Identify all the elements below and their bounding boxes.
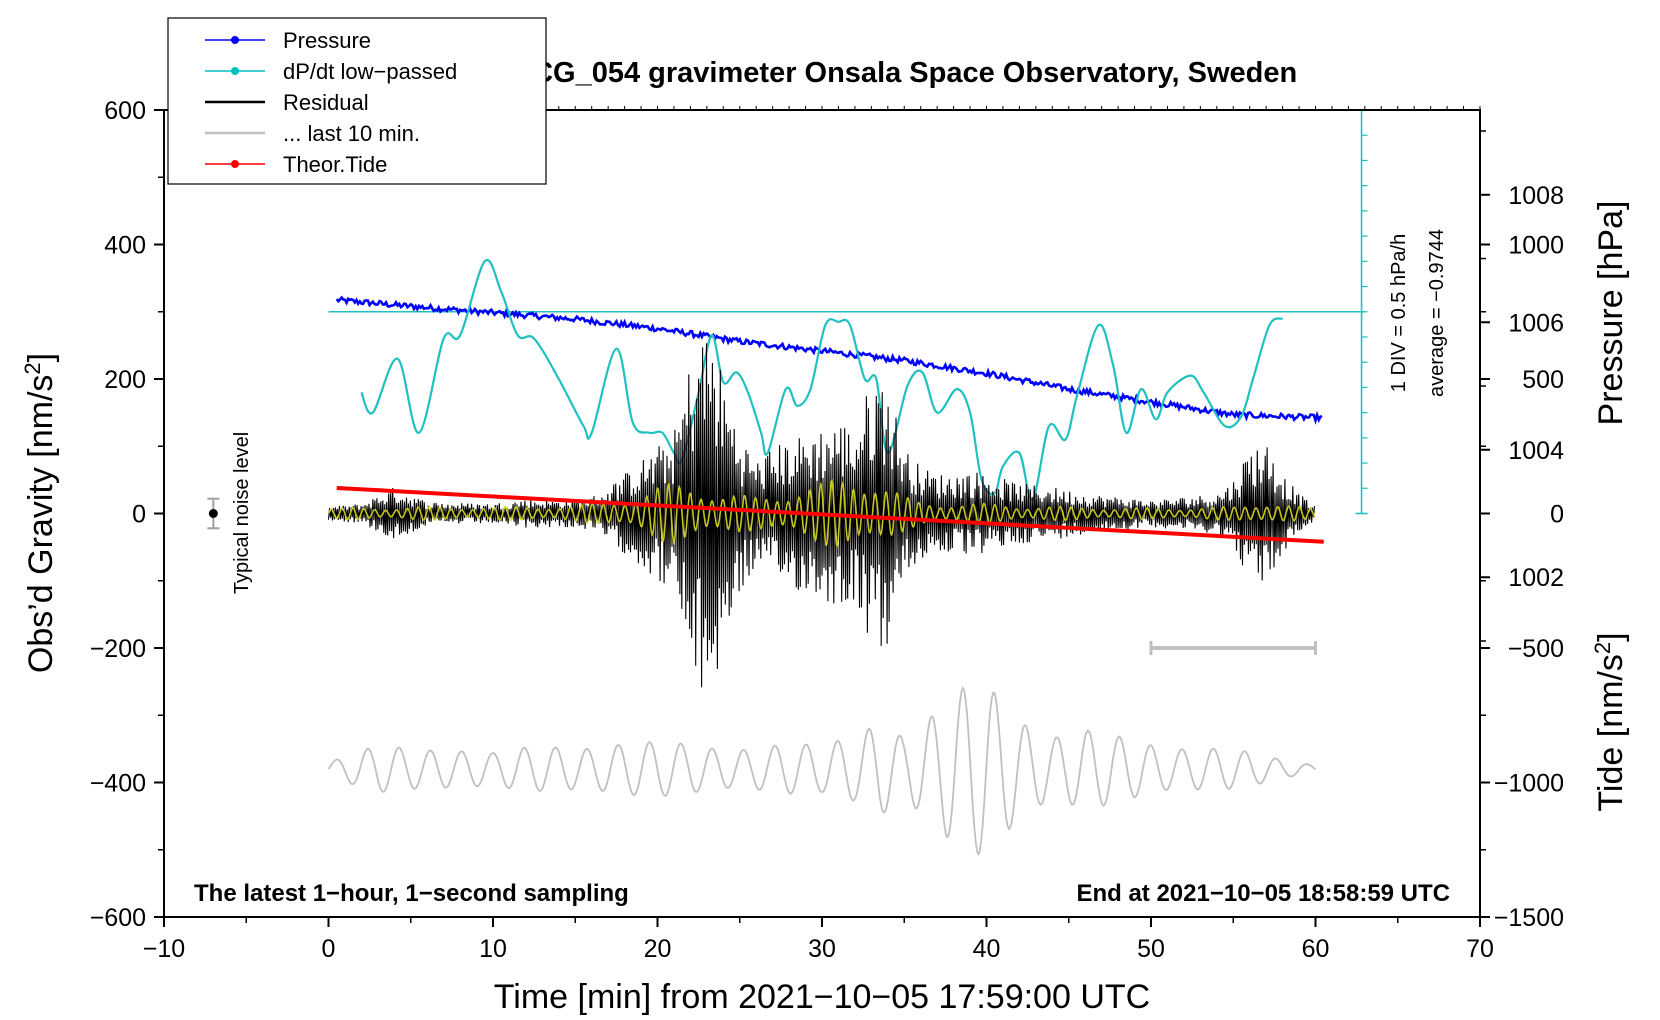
y-tick-label: 400 <box>104 232 146 260</box>
y-tick-label: 600 <box>104 97 146 125</box>
legend: Pressure dP/dt low−passed Residual ... last… <box>167 17 547 185</box>
x-axis-title: Time [min] from 2021−10−05 17:59:00 UTC <box>494 978 1150 1016</box>
axes: −10 0 10 20 30 40 50 60 70 −600 −400 −200 0 200 400 600… <box>90 97 1564 963</box>
bottom-right-note: End at 2021−10−05 18:58:59 UTC <box>1076 880 1450 907</box>
legend-marker <box>231 160 239 168</box>
plot-area <box>207 109 1368 857</box>
y-tick-label: 200 <box>104 366 146 394</box>
tide-tick-label: 1000 <box>1508 232 1564 260</box>
x-tick-label: 0 <box>322 935 336 963</box>
tide-tick-label: −1000 <box>1494 770 1564 798</box>
chart-title: SCG_054 gravimeter Onsala Space Observat… <box>513 57 1297 89</box>
pressure-line <box>335 295 1323 425</box>
dpdt-average-label: average = −0.9744 <box>1426 229 1448 397</box>
legend-label: Residual <box>283 90 369 115</box>
tide-tick-label: −500 <box>1508 635 1564 663</box>
y-axis-title-sup: 2 <box>20 362 45 374</box>
legend-label: Pressure <box>283 28 371 53</box>
legend-label: Theor.Tide <box>283 152 387 177</box>
dpdt-scale-label: 1 DIV = 0.5 hPa/h <box>1388 234 1410 392</box>
tide-tick-label: −1500 <box>1494 904 1564 932</box>
residual-filtered-line <box>327 478 1316 550</box>
tide-line <box>336 485 1324 544</box>
x-tick-label: 60 <box>1302 935 1330 963</box>
y-axis-title-close: ] <box>22 353 60 362</box>
x-tick-label: 50 <box>1137 935 1165 963</box>
x-tick-label: 70 <box>1466 935 1494 963</box>
last-10-min-line <box>327 686 1317 857</box>
bottom-left-note: The latest 1−hour, 1−second sampling <box>194 880 629 907</box>
tide-axis-title-sup: 2 <box>1590 642 1615 654</box>
noise-point <box>208 509 218 518</box>
x-tick-label: 30 <box>808 935 836 963</box>
legend-label: ... last 10 min. <box>283 121 420 146</box>
dpdt-line <box>360 258 1284 502</box>
tide-axis-title-main: Tide [nm/s <box>1592 654 1630 811</box>
y-tick-label: −400 <box>90 770 146 798</box>
x-tick-label: 20 <box>644 935 672 963</box>
y-axis-title: Obs’d Gravity [nm/s2] <box>20 353 60 673</box>
tide-axis-title-close: ] <box>1592 632 1630 641</box>
tide-tick-label: 500 <box>1522 366 1564 394</box>
tide-tick-label: 0 <box>1550 501 1564 529</box>
tide-axis-title: Tide [nm/s2] <box>1590 632 1630 811</box>
pressure-tick-label: 1004 <box>1508 437 1564 465</box>
x-tick-label: 10 <box>479 935 507 963</box>
x-tick-label: −10 <box>143 935 185 963</box>
legend-marker <box>231 67 239 75</box>
y-axis-title-main: Obs’d Gravity [nm/s <box>22 375 60 674</box>
y-tick-label: −200 <box>90 635 146 663</box>
y-tick-label: 0 <box>132 501 146 529</box>
x-tick-label: 40 <box>973 935 1001 963</box>
pressure-tick-label: 1006 <box>1508 309 1564 337</box>
y-tick-label: −600 <box>90 904 146 932</box>
pressure-tick-label: 1002 <box>1508 564 1564 592</box>
legend-marker <box>231 36 239 44</box>
pressure-tick-label: 1008 <box>1508 182 1564 210</box>
noise-level-label: Typical noise level <box>231 432 253 594</box>
pressure-axis-title: Pressure [hPa] <box>1592 201 1630 426</box>
legend-items: Pressure dP/dt low−passed Residual ... last… <box>205 28 457 177</box>
legend-label: dP/dt low−passed <box>283 59 457 84</box>
